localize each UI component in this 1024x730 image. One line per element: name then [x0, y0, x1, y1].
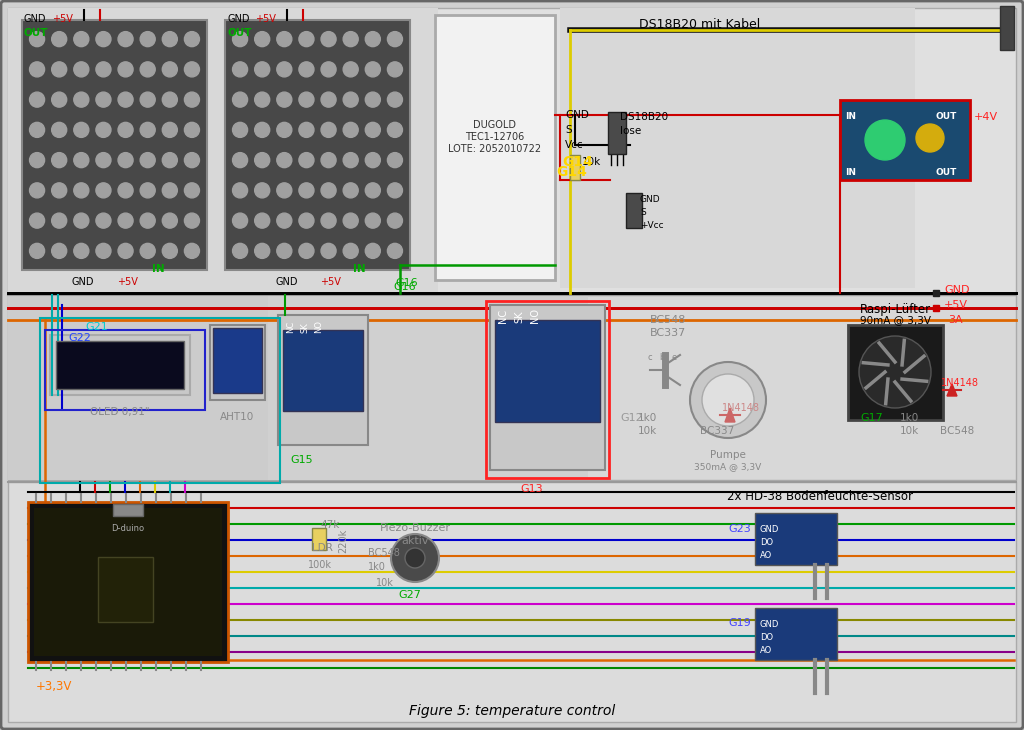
Circle shape [322, 92, 336, 107]
Text: 350mA @ 3,3V: 350mA @ 3,3V [694, 462, 762, 471]
Circle shape [30, 92, 45, 107]
Circle shape [299, 182, 314, 198]
Text: BC548: BC548 [650, 315, 686, 325]
Text: Piezo-Buzzer: Piezo-Buzzer [380, 523, 451, 533]
Text: 1k0: 1k0 [638, 413, 657, 423]
Text: GND: GND [760, 525, 779, 534]
Circle shape [184, 213, 200, 228]
Circle shape [30, 62, 45, 77]
Circle shape [162, 243, 177, 258]
Text: Pumpe: Pumpe [710, 450, 745, 460]
Text: G15: G15 [290, 455, 312, 465]
Text: IN: IN [152, 264, 165, 274]
Circle shape [322, 31, 336, 47]
Text: BC337: BC337 [650, 328, 686, 338]
Bar [22, 20, 207, 270]
Bar [490, 305, 605, 470]
Bar [848, 325, 943, 420]
Circle shape [96, 182, 111, 198]
Circle shape [51, 243, 67, 258]
Circle shape [118, 123, 133, 137]
Bar [34, 508, 222, 656]
Text: +5V: +5V [255, 14, 275, 24]
Circle shape [322, 62, 336, 77]
Text: c: c [647, 353, 651, 362]
Circle shape [51, 153, 67, 168]
Text: G19: G19 [728, 618, 751, 628]
Text: G14: G14 [556, 165, 587, 179]
Text: S: S [565, 125, 571, 135]
Text: BC548: BC548 [368, 548, 400, 558]
Bar [268, 295, 588, 480]
Bar [8, 482, 1016, 722]
Circle shape [96, 31, 111, 47]
Circle shape [74, 123, 89, 137]
Bar [45, 330, 205, 410]
Circle shape [387, 243, 402, 258]
Bar [283, 330, 362, 410]
Circle shape [140, 213, 156, 228]
Circle shape [162, 153, 177, 168]
Text: 220k: 220k [338, 529, 348, 553]
Circle shape [387, 62, 402, 77]
Circle shape [96, 92, 111, 107]
Circle shape [184, 92, 200, 107]
Text: GND: GND [640, 195, 660, 204]
Text: AO: AO [760, 551, 772, 560]
Circle shape [255, 92, 269, 107]
Circle shape [322, 123, 336, 137]
Circle shape [343, 62, 358, 77]
Text: 1k0: 1k0 [900, 413, 920, 423]
Circle shape [96, 62, 111, 77]
Text: 47k: 47k [319, 520, 339, 530]
Circle shape [690, 362, 766, 438]
Circle shape [343, 182, 358, 198]
Text: G16: G16 [393, 282, 416, 292]
Text: 1k0: 1k0 [368, 562, 386, 572]
Circle shape [140, 243, 156, 258]
Circle shape [366, 153, 380, 168]
Text: aktiv: aktiv [401, 536, 429, 546]
Text: BC337: BC337 [700, 426, 734, 436]
Circle shape [299, 62, 314, 77]
Circle shape [232, 92, 248, 107]
Text: AO: AO [760, 646, 772, 655]
Circle shape [51, 213, 67, 228]
Circle shape [140, 62, 156, 77]
Circle shape [184, 123, 200, 137]
Circle shape [366, 243, 380, 258]
Circle shape [276, 153, 292, 168]
Text: GND: GND [275, 277, 298, 287]
Circle shape [162, 92, 177, 107]
Bar [495, 320, 600, 422]
Circle shape [118, 213, 133, 228]
Text: G27: G27 [398, 590, 421, 600]
Circle shape [96, 243, 111, 258]
Circle shape [74, 213, 89, 228]
Polygon shape [947, 384, 957, 396]
Circle shape [276, 31, 292, 47]
Circle shape [51, 182, 67, 198]
Text: +5V: +5V [52, 14, 73, 24]
Circle shape [387, 213, 402, 228]
Circle shape [74, 243, 89, 258]
Text: +4V: +4V [974, 112, 998, 122]
Circle shape [366, 31, 380, 47]
Text: IN: IN [845, 168, 856, 177]
Circle shape [322, 213, 336, 228]
Circle shape [299, 153, 314, 168]
Text: G22: G22 [68, 333, 91, 343]
Text: 3A: 3A [948, 315, 963, 325]
Text: 10k: 10k [582, 157, 601, 167]
Circle shape [322, 153, 336, 168]
Text: Figure 5: temperature control: Figure 5: temperature control [409, 704, 615, 718]
Text: G14: G14 [562, 155, 593, 169]
Text: OUT: OUT [227, 28, 252, 38]
Circle shape [232, 62, 248, 77]
Text: b: b [659, 353, 665, 362]
Circle shape [51, 62, 67, 77]
Text: OUT: OUT [935, 168, 956, 177]
Bar [8, 8, 438, 293]
Bar [560, 8, 915, 288]
